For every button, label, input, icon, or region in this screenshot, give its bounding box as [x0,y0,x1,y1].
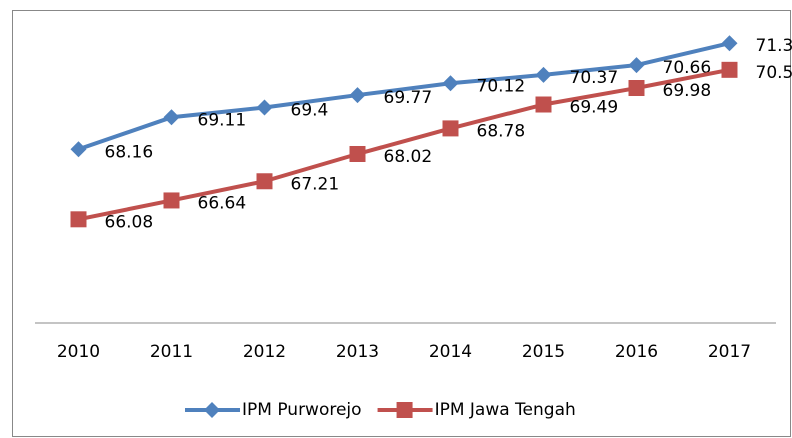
x-tick-label: 2012 [243,342,286,362]
x-tick-label: 2014 [429,342,472,362]
data-label: 70.52 [756,63,792,83]
data-point [70,141,87,158]
data-point [442,75,459,92]
x-tick-label: 2017 [708,342,751,362]
x-tick-label: 2016 [615,342,658,362]
data-label: 69.77 [384,88,433,108]
legend-label: IPM Purworejo [242,400,362,420]
data-point [535,96,552,113]
data-label: 69.98 [663,81,712,101]
data-label: 69.4 [291,101,329,121]
data-label: 70.37 [570,68,619,88]
data-point [628,80,645,97]
data-point [721,35,738,52]
data-point [256,99,273,116]
data-label: 66.08 [105,212,154,232]
series-line [77,41,730,152]
x-tick-label: 2011 [150,342,193,362]
data-point [349,145,366,162]
data-point [163,192,180,209]
data-label: 66.64 [198,193,247,213]
data-label: 70.12 [477,76,526,96]
data-label: 68.78 [477,121,526,141]
data-label: 68.16 [105,142,154,162]
data-label: 71.31 [756,36,792,56]
x-tick-label: 2013 [336,342,379,362]
x-tick-label: 2010 [57,342,100,362]
data-label: 67.21 [291,174,340,194]
series-line [78,67,730,222]
legend-label: IPM Jawa Tengah [435,400,576,420]
data-point [70,211,87,228]
data-point [163,109,180,126]
legend-marker [396,402,413,418]
data-label: 70.66 [663,58,712,78]
data-point [628,57,645,74]
x-tick-label: 2015 [522,342,565,362]
data-label: 69.11 [198,110,247,130]
data-point [256,173,273,190]
legend-marker [204,402,220,418]
data-point [442,120,459,137]
data-label: 68.02 [384,147,433,167]
data-point [721,61,738,78]
data-point [349,87,366,104]
data-label: 69.49 [570,98,619,118]
data-point [535,66,552,83]
